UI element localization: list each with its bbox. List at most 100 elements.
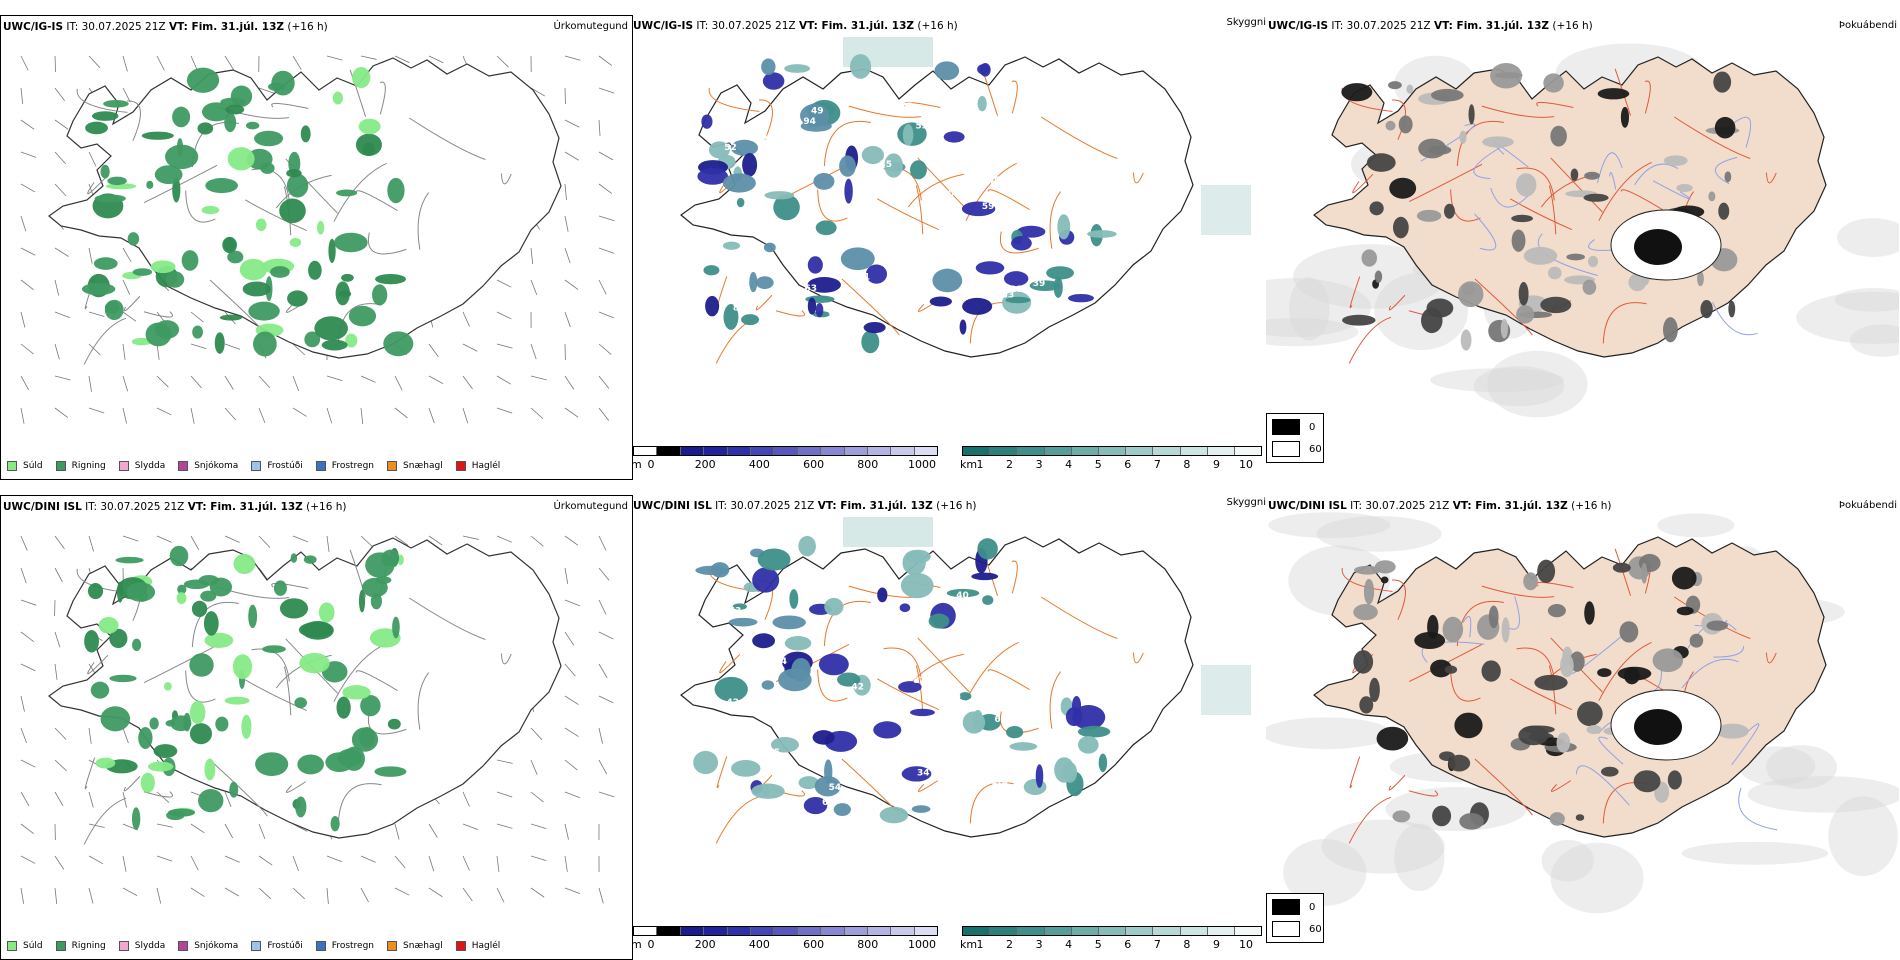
cloud-base-value: 40	[956, 591, 969, 601]
scale-tick-label: 400	[749, 458, 770, 471]
scale-tick-label: 1000	[908, 458, 936, 471]
scale-unit: m	[633, 458, 642, 471]
cloud-base-value: 84	[1028, 597, 1041, 607]
cloud-base-value: 70	[942, 189, 955, 199]
scale-tick-label: 3	[1036, 458, 1043, 471]
scale-tick-label: 10	[1239, 458, 1253, 471]
cloud-base-value: 81	[913, 676, 926, 686]
scale-tick-label: 5	[1095, 458, 1102, 471]
cloud-base-value: 42	[851, 683, 864, 693]
legend-item: Haglél	[456, 461, 501, 471]
precip-type-legend: Súld Rigning Slydda Snjókoma Frostúði Frostre…	[7, 461, 513, 471]
legend-item: Snæhagl	[387, 461, 443, 471]
scale-tick-label: 800	[857, 938, 878, 951]
cloud-base-value: 94	[803, 117, 816, 127]
scale-tick-label: 800	[857, 458, 878, 471]
scale-tick-label: 1	[977, 458, 984, 471]
scale-unit: m	[633, 938, 642, 951]
cloud-base-value: 37	[1014, 161, 1027, 171]
cloud-base-value: 93	[828, 307, 841, 317]
scale-tick-label: 7	[1154, 938, 1161, 951]
scale-tick-label: 8	[1183, 938, 1190, 951]
cloud-base-value: 54	[829, 783, 842, 793]
iceland-precip-map	[1, 16, 633, 480]
legend-swatch	[387, 461, 397, 471]
iceland-fog-map	[1266, 495, 1899, 960]
cloud-base-value: 84	[990, 182, 1003, 192]
scale-tick-label: 2	[1006, 938, 1013, 951]
legend-item: Frostúði	[251, 461, 302, 471]
scale-tick-label: 7	[1154, 458, 1161, 471]
iceland-visibility-map: 6659536311345428463545983359410094813440…	[633, 495, 1266, 960]
fog-index-legend: 0 60	[1266, 893, 1324, 943]
legend-label: Frostregn	[332, 461, 374, 471]
cloud-base-value: 59	[982, 202, 995, 212]
cloud-base-value: 45	[998, 590, 1011, 600]
legend-label: Rigning	[72, 461, 106, 471]
legend-item: Súld	[7, 461, 43, 471]
cloud-base-value: 49	[811, 107, 824, 117]
cloud-base-value: 52	[724, 143, 737, 153]
scale-tick-label: 600	[803, 938, 824, 951]
scale-tick-label: 4	[1065, 458, 1072, 471]
legend-label: Haglél	[472, 461, 501, 471]
legend-swatch	[316, 461, 326, 471]
legend-swatch	[119, 461, 129, 471]
scale-tick-label: 6	[1124, 458, 1131, 471]
cloud-base-value: 53	[905, 311, 918, 321]
cloud-base-value: 46	[939, 162, 952, 172]
scale-tick-label: 1	[977, 938, 984, 951]
cloud-base-value: 38	[852, 277, 865, 287]
cloud-base-value: 113	[990, 779, 1009, 789]
cloud-visibility-map-row1: UWC/IG-IS IT: 30.07.2025 21Z VT: Fim. 31…	[633, 15, 1266, 480]
fog-index-map-row1: UWC/IG-IS IT: 30.07.2025 21Z VT: Fim. 31…	[1266, 15, 1899, 480]
precip-type-map-row2: UWC/DINI ISL IT: 30.07.2025 21Z VT: Fim.…	[0, 495, 633, 960]
cloud-base-value: 63	[729, 607, 742, 617]
cloud-base-value: 94	[883, 705, 896, 715]
cloud-base-value: 100	[995, 807, 1014, 817]
fog-index-map-row2: UWC/DINI ISL IT: 30.07.2025 21Z VT: Fim.…	[1266, 495, 1899, 960]
legend-label: Snjókoma	[194, 461, 238, 471]
legend-item: Frostregn	[316, 461, 374, 471]
scale-tick-label: 6	[1124, 938, 1131, 951]
cloud-base-value: 59	[851, 705, 864, 715]
scale-tick-label: 9	[1213, 938, 1220, 951]
cloud-base-value: 52	[730, 278, 743, 288]
cloud-base-value: 77	[900, 102, 913, 112]
scale-tick-label: 3	[1036, 938, 1043, 951]
legend-item: Slydda	[119, 461, 165, 471]
cloud-base-value: 66	[994, 715, 1007, 725]
cloud-base-value: 35	[767, 748, 780, 758]
scale-tick-label: 0	[648, 458, 655, 471]
legend-item: Rigning	[56, 461, 106, 471]
cloud-base-value: 94	[774, 657, 787, 667]
legend-swatch	[56, 461, 66, 471]
precip-type-map-row1: UWC/IG-IS IT: 30.07.2025 21Z VT: Fim. 31…	[0, 15, 633, 480]
legend-swatch	[7, 461, 17, 471]
scale-tick-label: 600	[803, 458, 824, 471]
cloud-base-value: 42	[726, 698, 739, 708]
legend-swatch	[178, 461, 188, 471]
legend-swatch	[456, 461, 466, 471]
cloud-base-value: 89	[761, 132, 774, 142]
scale-tick-label: 200	[695, 458, 716, 471]
legend-label: Frostúði	[267, 461, 302, 471]
cloud-base-value: 59	[948, 693, 961, 703]
legend-label: Snæhagl	[403, 461, 443, 471]
cloud-base-value: 59	[773, 164, 786, 174]
scale-tick-label: 0	[648, 938, 655, 951]
cloud-base-value: 109	[1000, 113, 1019, 123]
iceland-fog-map	[1266, 15, 1899, 480]
cloud-base-value: 63	[805, 284, 818, 294]
legend-label: Súld	[23, 461, 43, 471]
cloud-base-value: 33	[1002, 291, 1015, 301]
scale-tick-label: 400	[749, 938, 770, 951]
cloud-base-value: 87	[1015, 182, 1028, 192]
cloud-visibility-map-row2: UWC/DINI ISL IT: 30.07.2025 21Z VT: Fim.…	[633, 495, 1266, 960]
cloud-base-value: 39	[1033, 279, 1046, 289]
scale-tick-label: 1000	[908, 938, 936, 951]
cloud-base-value: 42	[982, 275, 995, 285]
